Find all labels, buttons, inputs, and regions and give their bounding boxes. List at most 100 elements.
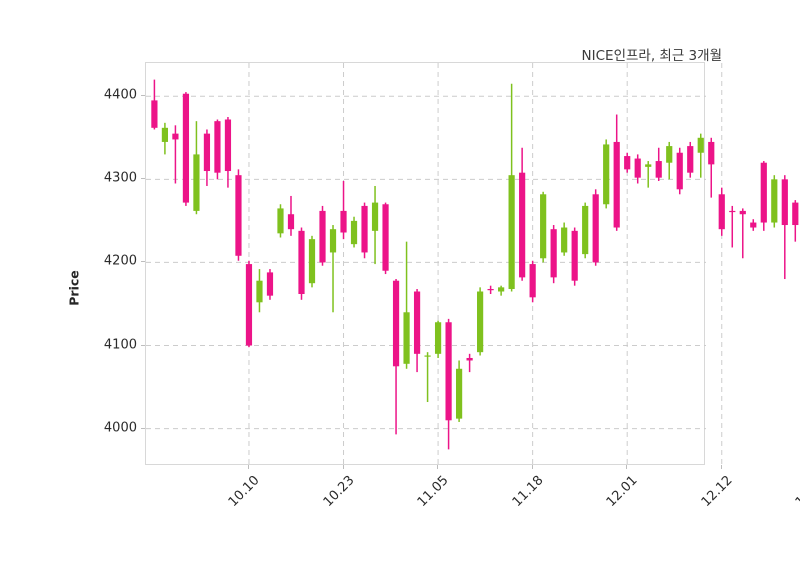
- candlestick: [592, 189, 599, 266]
- candle-body: [540, 194, 547, 259]
- candle-body: [739, 210, 746, 215]
- candlestick: [203, 129, 211, 186]
- candle-body: [477, 291, 484, 353]
- candlestick: [561, 222, 568, 256]
- candle-body: [371, 202, 379, 231]
- chart-title: NICE인프라, 최근 3개월: [581, 48, 722, 64]
- candlestick: [319, 205, 326, 266]
- candle-body: [760, 162, 767, 223]
- candle-body: [161, 127, 169, 142]
- candle-body: [466, 357, 473, 361]
- candlestick: [445, 318, 452, 450]
- candlestick: [256, 269, 263, 313]
- candle-body: [718, 194, 725, 230]
- x-tick-label: 10.10: [225, 473, 263, 510]
- candlestick: [508, 83, 515, 292]
- x-tick-mark: [342, 465, 344, 469]
- candlestick: [603, 139, 610, 209]
- y-tick-label: 4200: [103, 253, 137, 269]
- candle-body: [729, 210, 736, 213]
- candle-body: [655, 161, 662, 178]
- candlestick: [613, 114, 620, 231]
- y-tick-mark: [141, 261, 145, 263]
- candlestick: [760, 161, 767, 231]
- x-tick-label: 12.12: [698, 473, 736, 510]
- candlestick: [161, 122, 169, 155]
- candle-body: [697, 137, 704, 153]
- candle-body: [645, 164, 652, 167]
- candlestick: [540, 191, 547, 263]
- candlestick: [529, 260, 536, 303]
- candle-body: [203, 133, 211, 172]
- candle-body: [445, 322, 452, 421]
- candlestick: [371, 185, 379, 265]
- y-tick-label: 4300: [103, 170, 137, 186]
- candle-body: [350, 220, 358, 245]
- candle-body: [424, 355, 431, 357]
- y-tick-mark: [141, 427, 145, 429]
- candlestick: [655, 147, 662, 181]
- candle-body: [413, 291, 421, 354]
- candlestick: [266, 269, 274, 300]
- candle-body: [298, 230, 305, 294]
- candle-body: [308, 239, 316, 284]
- candlestick: [214, 119, 221, 180]
- candle-body: [245, 264, 253, 346]
- candle-body: [603, 144, 610, 205]
- candlestick: [550, 225, 557, 284]
- x-tick-label: 11.05: [414, 473, 452, 510]
- candle-body: [182, 93, 190, 203]
- y-tick-mark: [141, 178, 145, 180]
- candlestick: [666, 141, 673, 180]
- candle-body: [403, 312, 410, 364]
- candle-body: [666, 146, 673, 163]
- candle-body: [582, 205, 589, 255]
- plot-area: [145, 62, 799, 466]
- y-tick-label: 4100: [103, 337, 137, 352]
- candle-body: [634, 158, 641, 178]
- candle-body: [151, 100, 158, 128]
- y-tick-label: 4000: [103, 420, 137, 436]
- candlestick: [477, 287, 484, 356]
- candle-body: [235, 175, 242, 256]
- candle-body: [256, 280, 263, 303]
- candlestick: [287, 195, 295, 236]
- candlestick: [582, 202, 589, 259]
- candlestick: [413, 289, 421, 373]
- candlestick: [235, 169, 242, 261]
- candle-body: [434, 322, 442, 354]
- y-tick-label: 4400: [103, 87, 137, 103]
- candlestick: [277, 204, 284, 238]
- candlestick: [455, 360, 463, 422]
- candle-body: [329, 229, 337, 253]
- x-tick-mark: [437, 465, 439, 469]
- candle-body: [392, 280, 400, 367]
- candle-body: [708, 141, 715, 165]
- candlestick: [645, 161, 652, 188]
- x-tick-mark: [720, 465, 722, 469]
- candlestick: [487, 285, 494, 294]
- candlestick: [182, 92, 190, 206]
- candle-body: [571, 230, 578, 281]
- candle-body: [792, 202, 799, 226]
- x-tick-mark: [247, 465, 249, 469]
- candlestick: [224, 117, 232, 188]
- candle-body: [550, 229, 557, 278]
- candle-body: [508, 175, 515, 290]
- candlestick: [172, 125, 179, 184]
- x-tick-label: 10.23: [320, 473, 358, 510]
- y-tick-mark: [141, 344, 145, 346]
- candle-body: [592, 194, 599, 263]
- candlestick: [340, 180, 347, 240]
- candlestick: [739, 208, 746, 259]
- candlestick: [151, 79, 158, 130]
- y-tick-mark: [141, 95, 145, 97]
- x-tick-label: 12.01: [603, 473, 641, 510]
- candle-body: [319, 210, 326, 263]
- candlestick: [708, 137, 715, 198]
- candlestick: [697, 133, 704, 178]
- candle-body: [529, 264, 536, 298]
- candlestick: [245, 260, 253, 348]
- candlestick: [350, 216, 358, 248]
- x-tick-label: 12.26: [792, 473, 800, 510]
